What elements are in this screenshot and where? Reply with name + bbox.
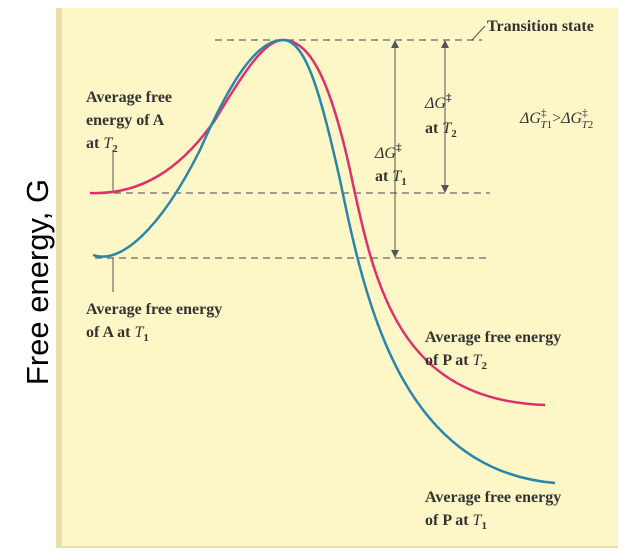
label-p-t2: Average free energy of P at T2 (425, 329, 565, 372)
y-axis-label: Free energy, G (20, 179, 55, 385)
label-a-t2: Average free energy of A at T2 (86, 89, 176, 155)
curve-t1 (92, 38, 556, 485)
panel (62, 8, 618, 546)
curve-t2 (89, 38, 546, 407)
label-a-t1: Average free energy of A at T1 (86, 301, 226, 344)
label-dg-t2: ΔG‡ at T2 (424, 88, 457, 140)
label-p-t1: Average free energy of P at T1 (425, 489, 565, 532)
transition-state-label: Transition state (487, 18, 594, 35)
comparison: ΔG‡ T1>ΔG‡ T2 (519, 107, 593, 131)
leader-line (471, 25, 486, 41)
label-dg-t1: ΔG‡ at T1 (374, 138, 407, 188)
